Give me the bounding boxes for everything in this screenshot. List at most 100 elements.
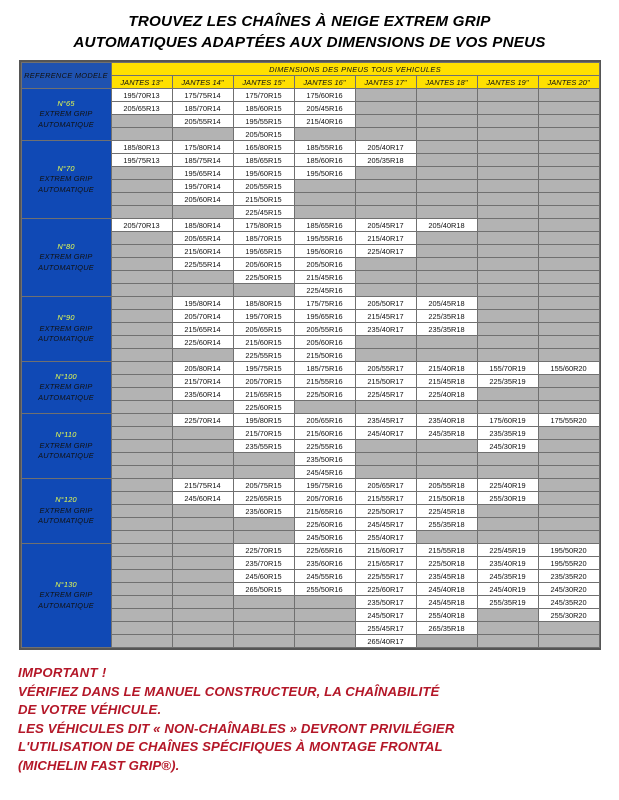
- table-row: 205/55R14 195/55R15 215/40R16: [21, 114, 600, 128]
- table-row: 245/60R14 225/65R15 205/70R16 215/55R17 215/…: [21, 491, 600, 505]
- model-suffix-line-1: EXTREM GRIP: [39, 174, 93, 184]
- empty-cell: [232, 452, 295, 466]
- empty-cell: [110, 413, 173, 427]
- model-suffix-line-1: EXTREM GRIP: [39, 590, 93, 600]
- tire-size-cell: 235/40R18: [415, 413, 478, 427]
- tire-size-cell: 185/60R15: [232, 101, 295, 115]
- table-row: 205/65R13 185/70R14 185/60R15 205/45R16: [21, 101, 600, 115]
- empty-cell: [110, 439, 173, 453]
- model-suffix-line-1: EXTREM GRIP: [39, 382, 93, 392]
- tire-size-cell: 185/70R15: [232, 231, 295, 245]
- tire-size-cell: 195/75R13: [110, 153, 173, 167]
- tire-size-cell: 185/80R13: [110, 140, 173, 154]
- tire-size-cell: 265/50R15: [232, 582, 295, 596]
- model-suffix-line-2: AUTOMATIQUE: [38, 334, 94, 344]
- empty-cell: [476, 530, 539, 544]
- tire-size-cell: 235/40R19: [476, 556, 539, 570]
- empty-cell: [537, 179, 600, 193]
- empty-cell: [537, 283, 600, 297]
- tire-size-cell: 255/50R16: [293, 582, 356, 596]
- table-row: 245/45R16: [21, 465, 600, 479]
- table-row: 265/40R17: [21, 634, 600, 648]
- empty-cell: [415, 257, 478, 271]
- tire-size-cell: 225/35R18: [415, 309, 478, 323]
- tire-size-cell: 215/60R14: [171, 244, 234, 258]
- empty-cell: [110, 569, 173, 583]
- empty-cell: [537, 530, 600, 544]
- empty-cell: [171, 556, 234, 570]
- column-header-jantes-20: JANTES 20": [537, 75, 600, 89]
- tire-size-cell: 215/40R17: [354, 231, 417, 245]
- tire-size-cell: 165/80R15: [232, 140, 295, 154]
- model-suffix-line-2: AUTOMATIQUE: [38, 119, 94, 129]
- table-row: 235/70R15 235/60R16 215/65R17 225/50R18 235/…: [21, 556, 600, 570]
- empty-cell: [415, 205, 478, 219]
- empty-cell: [415, 283, 478, 297]
- empty-cell: [171, 465, 234, 479]
- empty-cell: [110, 634, 173, 648]
- empty-cell: [171, 634, 234, 648]
- empty-cell: [415, 270, 478, 284]
- model-suffix-line-2: AUTOMATIQUE: [38, 516, 94, 526]
- tire-size-cell: 195/65R14: [171, 166, 234, 180]
- tire-size-cell: 215/70R15: [232, 426, 295, 440]
- empty-cell: [110, 452, 173, 466]
- empty-cell: [476, 400, 539, 414]
- tire-size-cell: 175/80R15: [232, 218, 295, 232]
- tire-size-cell: 155/60R20: [537, 361, 600, 375]
- model-cell-110: N°110 EXTREM GRIP AUTOMATIQUE: [20, 413, 112, 479]
- empty-cell: [476, 270, 539, 284]
- empty-cell: [476, 205, 539, 219]
- tire-size-cell: 185/80R14: [171, 218, 234, 232]
- empty-cell: [354, 465, 417, 479]
- table-row: 235/50R16: [21, 452, 600, 466]
- tire-size-cell: 205/65R16: [293, 413, 356, 427]
- empty-cell: [354, 101, 417, 115]
- empty-cell: [110, 595, 173, 609]
- tire-size-cell: 205/60R15: [232, 257, 295, 271]
- empty-cell: [476, 465, 539, 479]
- empty-cell: [110, 426, 173, 440]
- tire-size-cell: 215/60R16: [293, 426, 356, 440]
- empty-cell: [354, 257, 417, 271]
- tire-size-cell: 185/60R16: [293, 153, 356, 167]
- tire-size-cell: 225/50R15: [232, 270, 295, 284]
- model-suffix-line-1: EXTREM GRIP: [39, 505, 93, 515]
- tire-size-cell: 235/70R15: [232, 556, 295, 570]
- tire-size-cell: 215/45R17: [354, 309, 417, 323]
- table-row: N°130 EXTREM GRIP AUTOMATIQUE 225/70R15 225/…: [20, 543, 600, 648]
- tire-size-cell: 205/40R17: [354, 140, 417, 154]
- tire-size-cell: 225/60R14: [171, 335, 234, 349]
- tire-size-cell: 215/65R14: [171, 322, 234, 336]
- empty-cell: [171, 348, 234, 362]
- empty-cell: [293, 634, 356, 648]
- empty-cell: [415, 634, 478, 648]
- tire-size-cell: 255/45R17: [354, 621, 417, 635]
- tire-size-cell: 225/70R15: [232, 543, 295, 557]
- tire-size-cell: 215/50R15: [232, 192, 295, 206]
- table-row: N°65 EXTREM GRIP AUTOMATIQUE 195/70R13 175/7…: [20, 88, 600, 141]
- tire-size-cell: 215/50R17: [354, 374, 417, 388]
- tire-size-cell: 225/65R16: [293, 543, 356, 557]
- tire-size-cell: 225/55R15: [232, 348, 295, 362]
- tire-size-cell: 255/30R20: [537, 608, 600, 622]
- model-suffix-line-1: EXTREM GRIP: [39, 440, 93, 450]
- tire-size-cell: 235/40R17: [354, 322, 417, 336]
- tire-size-cell: 245/35R20: [537, 595, 600, 609]
- column-header-jantes-13: JANTES 13": [110, 75, 173, 89]
- tire-size-cell: 205/50R15: [232, 127, 295, 141]
- tire-size-cell: 235/35R18: [415, 322, 478, 336]
- table-row: N°120 EXTREM GRIP AUTOMATIQUE 215/75R14 205/…: [20, 478, 600, 544]
- tire-size-cell: 225/40R17: [354, 244, 417, 258]
- empty-cell: [476, 101, 539, 115]
- table-body: N°65 EXTREM GRIP AUTOMATIQUE 195/70R13 175/7…: [20, 88, 600, 648]
- tire-size-cell: 205/80R14: [171, 361, 234, 375]
- empty-cell: [537, 101, 600, 115]
- empty-cell: [415, 452, 478, 466]
- tire-size-cell: 195/60R15: [232, 166, 295, 180]
- table-row: 245/60R15 245/55R16 225/55R17 235/45R18 245/…: [21, 569, 600, 583]
- empty-cell: [354, 270, 417, 284]
- tire-size-cell: 245/30R20: [537, 582, 600, 596]
- table-row: 215/65R14 205/65R15 205/55R16 235/40R17 235/…: [21, 322, 600, 336]
- tire-size-cell: 195/75R16: [293, 478, 356, 492]
